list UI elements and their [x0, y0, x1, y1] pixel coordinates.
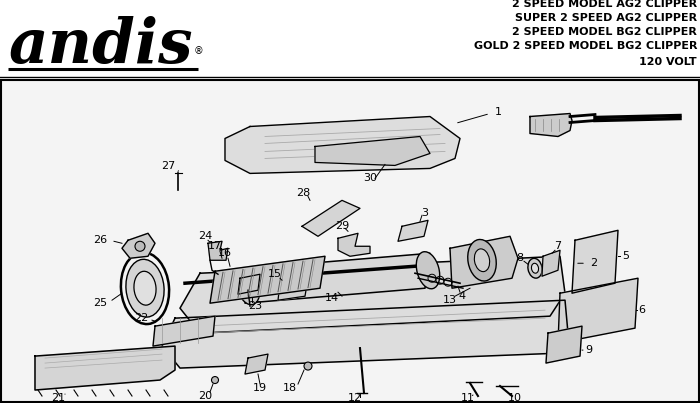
Text: GOLD 2 SPEED MODEL BG2 CLIPPER: GOLD 2 SPEED MODEL BG2 CLIPPER — [473, 42, 697, 51]
Text: 19: 19 — [253, 383, 267, 393]
Text: 26: 26 — [93, 235, 107, 245]
Text: 25: 25 — [93, 298, 107, 308]
Text: 20: 20 — [198, 391, 212, 401]
Text: SUPER 2 SPEED AG2 CLIPPER: SUPER 2 SPEED AG2 CLIPPER — [515, 13, 697, 23]
Polygon shape — [225, 116, 460, 173]
Polygon shape — [278, 278, 308, 300]
Text: 1: 1 — [495, 106, 502, 116]
Text: 4: 4 — [458, 291, 466, 301]
Polygon shape — [572, 230, 618, 293]
Polygon shape — [208, 241, 228, 260]
Polygon shape — [542, 250, 560, 276]
Text: 9: 9 — [585, 345, 592, 355]
Text: 16: 16 — [218, 248, 232, 258]
Text: 11: 11 — [461, 393, 475, 403]
Ellipse shape — [528, 258, 542, 278]
Text: 28: 28 — [296, 188, 310, 198]
Text: 23: 23 — [248, 301, 262, 311]
Polygon shape — [245, 253, 430, 303]
Polygon shape — [210, 256, 325, 303]
Text: 5: 5 — [622, 251, 629, 261]
Polygon shape — [162, 300, 568, 368]
Polygon shape — [546, 326, 582, 363]
Ellipse shape — [468, 239, 496, 281]
Polygon shape — [338, 233, 370, 256]
Polygon shape — [315, 137, 430, 165]
Polygon shape — [238, 274, 260, 294]
Polygon shape — [122, 233, 155, 258]
Circle shape — [211, 376, 218, 384]
Text: 13: 13 — [443, 295, 457, 305]
Polygon shape — [153, 316, 215, 346]
Text: 6: 6 — [638, 305, 645, 315]
Text: 2: 2 — [590, 258, 597, 268]
Polygon shape — [245, 354, 268, 374]
Text: 17: 17 — [208, 241, 222, 251]
Polygon shape — [180, 256, 565, 333]
Ellipse shape — [237, 268, 260, 305]
Text: 120 VOLT: 120 VOLT — [639, 58, 697, 67]
Polygon shape — [450, 236, 518, 288]
Text: 2 SPEED MODEL AG2 CLIPPER: 2 SPEED MODEL AG2 CLIPPER — [512, 0, 697, 9]
Text: 15: 15 — [268, 269, 282, 279]
Text: 8: 8 — [517, 253, 524, 263]
Ellipse shape — [126, 259, 164, 317]
Polygon shape — [398, 220, 428, 241]
Text: 14: 14 — [325, 293, 339, 303]
Text: 27: 27 — [161, 162, 175, 171]
Polygon shape — [302, 200, 360, 236]
Text: 10: 10 — [508, 393, 522, 403]
Circle shape — [304, 362, 312, 370]
Text: 2 SPEED MODEL BG2 CLIPPER: 2 SPEED MODEL BG2 CLIPPER — [512, 27, 697, 37]
Text: ®: ® — [194, 46, 204, 56]
Polygon shape — [558, 278, 638, 343]
Polygon shape — [35, 346, 175, 390]
Ellipse shape — [134, 271, 156, 305]
Text: 30: 30 — [363, 173, 377, 183]
Circle shape — [135, 241, 145, 251]
Text: 29: 29 — [335, 221, 349, 231]
Ellipse shape — [416, 252, 440, 289]
Text: 3: 3 — [421, 208, 428, 218]
Text: 12: 12 — [348, 393, 362, 403]
Polygon shape — [530, 114, 572, 137]
Text: 18: 18 — [283, 383, 297, 393]
Text: 7: 7 — [554, 241, 561, 251]
Ellipse shape — [531, 263, 538, 273]
Text: 24: 24 — [198, 231, 212, 241]
Text: andis: andis — [8, 17, 192, 76]
Text: 22: 22 — [134, 313, 148, 323]
Ellipse shape — [475, 249, 490, 272]
Text: 21: 21 — [51, 393, 65, 403]
